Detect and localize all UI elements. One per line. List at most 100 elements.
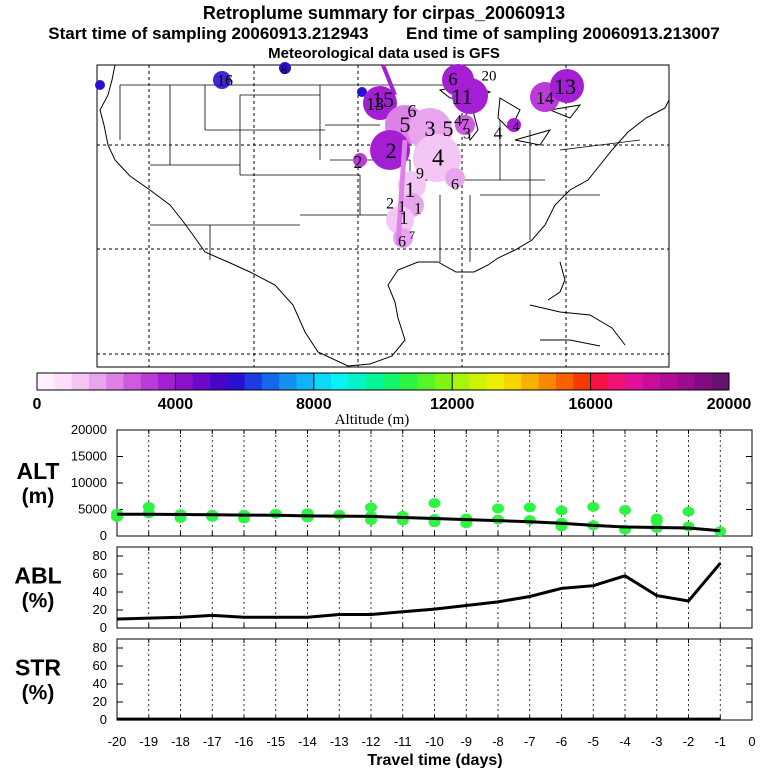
plume-label: 4	[494, 123, 503, 143]
alt-median-line	[117, 512, 721, 533]
alt-data-point	[587, 501, 600, 512]
colorbar-cell	[37, 373, 55, 390]
xtick-label: -1	[714, 734, 726, 749]
str-ytick-label: 0	[100, 712, 107, 727]
alt-ytick-label: 5000	[78, 502, 107, 517]
xtick-label: -17	[203, 734, 222, 749]
colorbar-cell	[227, 373, 246, 390]
colorbar-cell	[296, 373, 315, 390]
plume-label: 15	[372, 87, 394, 112]
plume-label: 5	[443, 116, 454, 141]
plume-blob	[455, 115, 475, 135]
abl-series-line	[116, 562, 722, 621]
colorbar-cell	[313, 373, 332, 390]
colorbar-tick-label: 8000	[296, 396, 332, 413]
xtick-label: -9	[460, 734, 472, 749]
map-state-borders	[119, 84, 641, 262]
plume-label: 16	[217, 73, 233, 90]
colorbar-cell	[106, 373, 124, 390]
alt-data-point	[619, 505, 631, 516]
colorbar-cell	[192, 373, 211, 390]
plume-blob	[550, 69, 584, 103]
plume-label: 4	[513, 120, 520, 135]
plume-label: 9	[416, 166, 424, 183]
abl-ytick-label: 80	[93, 548, 107, 563]
colorbar-cell	[417, 373, 436, 390]
str-ytick-label: 80	[93, 640, 107, 655]
xtick-label: -19	[139, 734, 158, 749]
plume-label: 13	[554, 74, 576, 99]
plume-label: 2	[386, 138, 397, 163]
alt-data-point	[365, 502, 377, 513]
alt-data-point	[682, 506, 695, 517]
xtick-label: -12	[362, 734, 381, 749]
alt-ytick-label: 0	[100, 528, 107, 543]
plume-label: 1	[400, 208, 409, 228]
plume-label: 1	[414, 201, 422, 218]
colorbar-cell	[331, 373, 349, 390]
xaxis-title: Travel time (days)	[367, 752, 502, 768]
colorbar-cell	[365, 373, 384, 390]
colorbar-tick-label: 16000	[568, 396, 613, 413]
alt-data-point	[301, 512, 314, 523]
colorbar-cell	[348, 373, 367, 390]
str-axis-title: STR	[15, 655, 61, 681]
alt-data-point	[269, 508, 282, 519]
alt-data-point	[428, 498, 441, 509]
colorbar-cell	[469, 373, 488, 390]
alt-axis-unit: (m)	[22, 485, 55, 508]
map-gridlines	[97, 65, 669, 367]
xtick-label: -20	[108, 734, 127, 749]
plume-points	[95, 62, 584, 248]
plume-label: 14	[536, 88, 554, 108]
xtick-label: -2	[683, 734, 695, 749]
colorbar-cell	[140, 373, 159, 390]
abl-axis-unit: (%)	[22, 590, 55, 613]
xtick-label: -4	[619, 734, 631, 749]
str-axis-unit: (%)	[22, 682, 55, 705]
colorbar-tick-label: 12000	[430, 396, 475, 413]
str-ytick-label: 60	[93, 658, 107, 673]
str-ytick-label: 40	[93, 676, 107, 691]
plume-label: 6	[449, 69, 458, 89]
colorbar-cell	[486, 373, 505, 390]
travel-time-axis: -20 -19 -18 -17 -16 -15 -14 -13 -12 -11 -10 -9 -8 -7-…	[108, 734, 756, 768]
plume-label: 6	[408, 101, 417, 121]
colorbar-cell	[659, 373, 678, 390]
plume-trace	[395, 139, 408, 246]
plume-blob	[445, 168, 465, 188]
plume-label: 3	[463, 126, 471, 143]
alt-ytick-label: 20000	[71, 422, 107, 437]
xtick-label: -6	[556, 734, 568, 749]
xtick-label: -7	[524, 734, 536, 749]
colorbar-cell	[625, 373, 643, 390]
plume-label: 4	[432, 146, 444, 172]
xtick-label: -18	[171, 734, 190, 749]
colorbar-tick-label: 0	[33, 396, 42, 413]
colorbar-cell	[383, 373, 401, 390]
start-time-label: Start time of sampling 20060913.212943	[48, 24, 369, 43]
plume-label: 7	[461, 117, 469, 134]
alt-ytick-label: 15000	[71, 449, 107, 464]
colorbar-cell	[434, 373, 453, 390]
plume-label: 13	[366, 94, 384, 114]
colorbar-cell	[279, 373, 297, 390]
altitude-colorbar: 0 4000 8000 12000 16000 20000 Altitude (m)	[33, 372, 752, 428]
plume-label: 2	[354, 152, 363, 172]
plume-label: 20	[482, 68, 497, 84]
colorbar-cell	[244, 373, 263, 390]
plume-label: 1	[405, 177, 416, 202]
colorbar-cell	[538, 373, 557, 390]
plume-blob	[363, 86, 397, 120]
colorbar-cell	[504, 373, 522, 390]
plume-blob	[353, 153, 367, 167]
colorbar-cell	[711, 373, 730, 390]
colorbar-cell	[261, 373, 280, 390]
colorbar-cell	[54, 373, 73, 390]
colorbar-title: Altitude (m)	[335, 412, 410, 428]
colorbar-tick-label: 20000	[707, 396, 752, 413]
alt-panel: 0 5000 10000 15000 20000 ALT(m)	[16, 422, 753, 543]
plume-label: 4	[454, 113, 462, 130]
colorbar-cell	[158, 373, 176, 390]
